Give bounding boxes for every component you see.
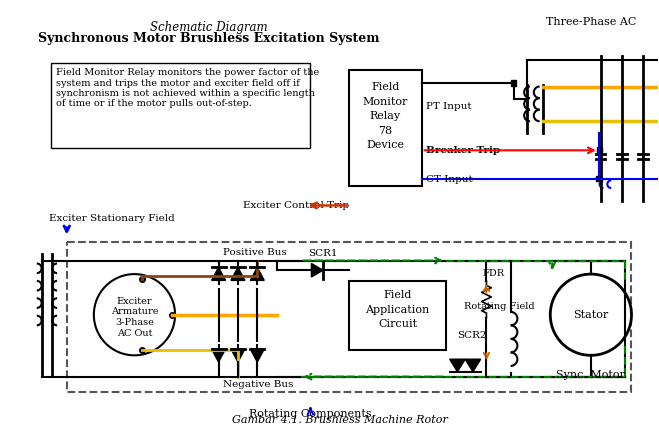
Polygon shape	[231, 349, 245, 362]
Bar	[596, 147, 602, 152]
Text: Exciter: Exciter	[117, 297, 152, 305]
Bar	[596, 177, 600, 181]
Bar	[67, 242, 631, 392]
Text: Rotating Field: Rotating Field	[464, 302, 534, 311]
Text: Synchronous Motor Brushless Excitation System: Synchronous Motor Brushless Excitation S…	[38, 32, 380, 45]
Bar	[51, 63, 310, 149]
Text: Negative Bus: Negative Bus	[223, 379, 294, 388]
Polygon shape	[449, 359, 465, 372]
Text: Monitor: Monitor	[362, 97, 408, 107]
Text: Gambar 4.1. Brushless Machine Rotor: Gambar 4.1. Brushless Machine Rotor	[231, 415, 447, 425]
Text: FDR: FDR	[482, 269, 505, 277]
Text: Field: Field	[384, 290, 412, 300]
Text: Rotating Components: Rotating Components	[249, 409, 372, 419]
Text: Three-Phase AC: Three-Phase AC	[546, 17, 636, 27]
Polygon shape	[312, 264, 323, 277]
Polygon shape	[250, 267, 264, 281]
Text: Circuit: Circuit	[378, 319, 417, 329]
Bar	[349, 70, 422, 186]
Text: Device: Device	[366, 140, 405, 150]
Polygon shape	[465, 359, 480, 372]
Bar	[349, 281, 446, 350]
Text: Field: Field	[371, 83, 399, 93]
Text: Application: Application	[365, 305, 430, 315]
Text: Relay: Relay	[370, 111, 401, 121]
Polygon shape	[212, 267, 225, 281]
Text: 3-Phase: 3-Phase	[115, 318, 154, 327]
Polygon shape	[250, 349, 264, 362]
Bar	[511, 80, 517, 86]
Text: Breaker Trip: Breaker Trip	[426, 146, 501, 155]
Text: Exciter Control Trip: Exciter Control Trip	[243, 201, 349, 210]
Text: AC Out: AC Out	[117, 329, 152, 338]
Text: SCR2: SCR2	[457, 332, 487, 340]
Text: Field Monitor Relay monitors the power factor of the
system and trips the motor : Field Monitor Relay monitors the power f…	[56, 68, 320, 108]
Polygon shape	[231, 267, 245, 281]
Text: Stator: Stator	[573, 310, 608, 320]
Text: Sync. Motor: Sync. Motor	[556, 370, 625, 380]
Text: PT Input: PT Input	[426, 102, 472, 111]
Text: 78: 78	[378, 126, 393, 136]
Text: Armature: Armature	[111, 307, 158, 316]
Polygon shape	[212, 349, 225, 362]
Text: Exciter Stationary Field: Exciter Stationary Field	[49, 214, 175, 222]
Text: Schematic Diagram: Schematic Diagram	[150, 21, 268, 34]
Text: CT Input: CT Input	[426, 175, 473, 184]
Text: SCR1: SCR1	[308, 249, 338, 258]
Text: Positive Bus: Positive Bus	[223, 248, 287, 257]
